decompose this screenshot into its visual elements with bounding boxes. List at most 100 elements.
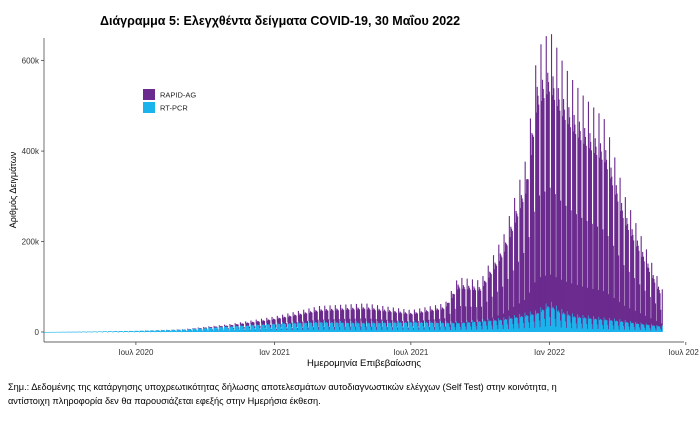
bar-rapid-ag xyxy=(495,265,498,321)
bar-rapid-ag xyxy=(451,297,453,324)
bar-rt-pcr xyxy=(447,323,449,332)
bar-rapid-ag xyxy=(585,145,587,319)
bar-rapid-ag xyxy=(399,311,401,323)
bar-rapid-ag xyxy=(334,326,336,330)
bar-rapid-ag xyxy=(468,285,470,323)
bar-rt-pcr xyxy=(475,326,477,332)
bar-rapid-ag xyxy=(266,320,269,325)
bar-rapid-ag xyxy=(629,308,631,330)
bar-rt-pcr xyxy=(293,323,295,332)
bar-rt-pcr xyxy=(199,328,202,332)
bar-rt-pcr xyxy=(166,329,168,332)
bar-rt-pcr xyxy=(581,323,583,332)
bar-rapid-ag xyxy=(243,327,245,329)
bar-rt-pcr xyxy=(612,325,614,332)
bar-rapid-ag xyxy=(376,305,379,322)
bar-rapid-ag xyxy=(536,86,538,314)
bar-rt-pcr xyxy=(221,327,223,332)
bar-rt-pcr xyxy=(468,322,470,332)
bar-rt-pcr xyxy=(371,321,373,332)
bar-rapid-ag xyxy=(605,150,607,320)
bar-rt-pcr xyxy=(456,321,458,332)
bar-rt-pcr xyxy=(110,331,112,332)
bar-rt-pcr xyxy=(648,325,651,332)
bar-rt-pcr xyxy=(306,326,309,332)
bar-rt-pcr xyxy=(316,322,318,332)
bar-rt-pcr xyxy=(271,322,273,332)
bar-rapid-ag xyxy=(511,228,513,319)
bar-rapid-ag xyxy=(553,99,556,310)
bar-rt-pcr xyxy=(602,324,604,332)
bar-rapid-ag xyxy=(630,210,632,322)
bar-rt-pcr xyxy=(342,322,344,332)
bar-rt-pcr xyxy=(417,326,419,332)
bar-rt-pcr xyxy=(418,329,420,332)
bar-rt-pcr xyxy=(486,325,488,332)
bar-rt-pcr xyxy=(355,321,357,332)
bar-rapid-ag xyxy=(268,319,270,325)
bar-rapid-ag xyxy=(398,308,400,321)
legend-swatch xyxy=(143,102,155,113)
bar-rt-pcr xyxy=(300,323,302,332)
bar-rt-pcr xyxy=(437,322,439,332)
bar-rt-pcr xyxy=(626,321,628,332)
bar-rt-pcr xyxy=(322,326,324,332)
bar-rt-pcr xyxy=(251,325,253,332)
bar-rapid-ag xyxy=(408,309,410,321)
bar-rt-pcr xyxy=(605,320,608,332)
bar-rapid-ag xyxy=(465,306,467,327)
bar-rt-pcr xyxy=(522,317,524,332)
bar-rt-pcr xyxy=(485,321,487,332)
bar-rt-pcr xyxy=(164,330,166,332)
bar-rt-pcr xyxy=(381,329,383,332)
bar-rapid-ag xyxy=(425,312,427,324)
chart-plot: 0 200k 400k 600k Ιουλ 2020 Ιαν 2021 Ιουλ 2021… xyxy=(8,34,699,369)
bar-rt-pcr xyxy=(369,323,371,332)
bar-rt-pcr xyxy=(607,325,609,332)
bar-rapid-ag xyxy=(271,316,273,323)
bar-rapid-ag xyxy=(346,309,348,324)
bar-rapid-ag xyxy=(458,286,460,324)
bar-rapid-ag xyxy=(496,291,498,326)
bar-rapid-ag xyxy=(220,325,222,328)
bar-rapid-ag xyxy=(221,326,223,328)
bar-rt-pcr xyxy=(314,323,316,332)
bar-rapid-ag xyxy=(657,288,659,327)
bar-rapid-ag xyxy=(203,327,205,329)
bar-rt-pcr xyxy=(224,327,226,332)
bar-rt-pcr xyxy=(541,309,544,332)
bar-rapid-ag xyxy=(415,312,417,323)
bar-rt-pcr xyxy=(289,323,291,332)
bar-rt-pcr xyxy=(608,329,610,332)
bar-rapid-ag xyxy=(299,313,301,323)
bar-rapid-ag xyxy=(383,309,385,323)
bar-rapid-ag xyxy=(590,150,593,320)
bar-rt-pcr xyxy=(333,326,335,332)
bar-rapid-ag xyxy=(263,320,265,325)
bar-rt-pcr xyxy=(236,326,238,332)
bar-rapid-ag xyxy=(348,309,350,324)
bar-rapid-ag xyxy=(318,305,321,321)
bar-rt-pcr xyxy=(288,323,290,332)
bar-rapid-ag xyxy=(284,317,286,324)
bar-rt-pcr xyxy=(467,322,469,332)
bar-rt-pcr xyxy=(642,324,644,332)
bar-rapid-ag xyxy=(343,318,345,327)
bar-rapid-ag xyxy=(552,76,554,307)
bar-rapid-ag xyxy=(481,321,483,330)
bar-rapid-ag xyxy=(378,308,380,323)
bar-rt-pcr xyxy=(592,328,594,332)
bar-rapid-ag xyxy=(657,286,660,327)
chart-title: Διάγραμμα 5: Ελεγχθέντα δείγματα COVID-1… xyxy=(100,14,461,28)
bar-rapid-ag xyxy=(582,95,584,316)
bar-rt-pcr xyxy=(401,326,403,332)
bar-rapid-ag xyxy=(295,315,297,324)
bar-rt-pcr xyxy=(337,323,339,332)
bar-rapid-ag xyxy=(535,112,538,315)
bar-rt-pcr xyxy=(529,328,531,332)
bar-rt-pcr xyxy=(285,327,287,332)
bar-rapid-ag xyxy=(599,143,602,320)
bar-rt-pcr xyxy=(642,324,644,332)
bar-rt-pcr xyxy=(365,330,367,332)
bar-rt-pcr xyxy=(210,327,212,332)
